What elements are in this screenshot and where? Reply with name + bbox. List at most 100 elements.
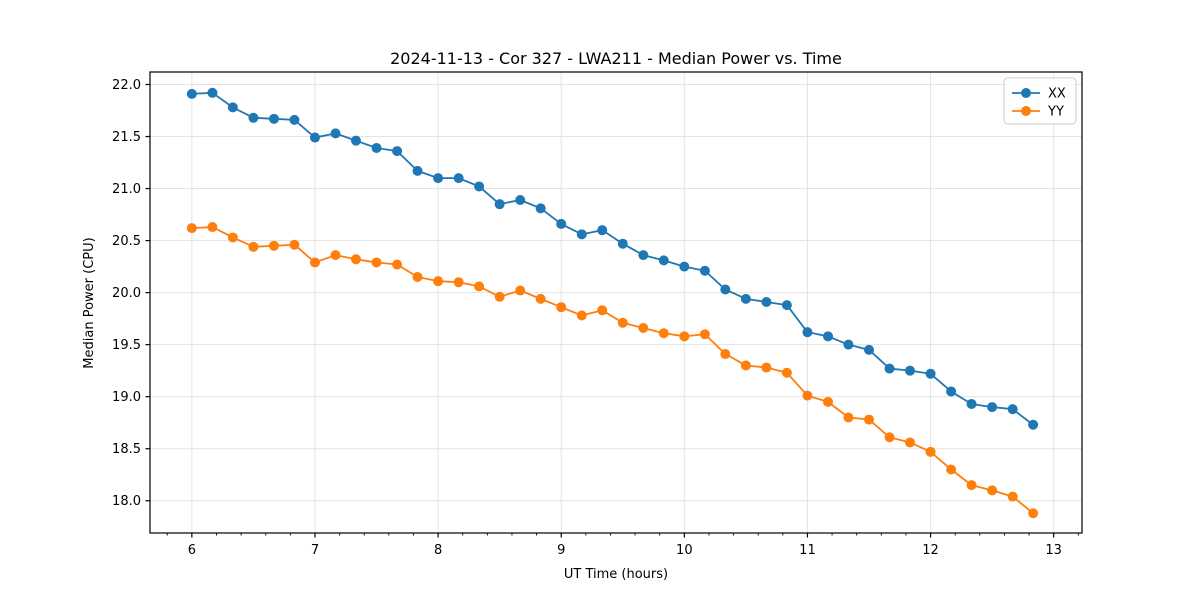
series-xx-marker	[433, 173, 444, 184]
series-xx-marker	[597, 225, 608, 236]
series-xx-marker	[412, 165, 423, 176]
series-yy-marker	[535, 293, 546, 304]
series-yy-marker	[227, 232, 238, 243]
series-yy-marker	[823, 396, 834, 407]
series-yy-marker	[905, 437, 915, 448]
series-yy-marker	[925, 446, 936, 457]
series-xx-marker	[761, 296, 772, 307]
series-yy-marker	[638, 323, 649, 333]
series-xx-marker	[966, 398, 977, 409]
data-series	[186, 87, 1039, 519]
y-tick-label: 18.0	[112, 494, 141, 509]
y-tick-label: 19.5	[112, 338, 141, 353]
series-xx-marker	[658, 255, 669, 266]
series-yy-marker	[781, 367, 792, 378]
series-yy-marker	[1007, 491, 1018, 502]
x-tick-label: 6	[188, 543, 196, 558]
x-tick-label: 12	[922, 543, 939, 558]
series-xx-marker	[884, 363, 895, 374]
x-tick-label: 9	[557, 543, 565, 558]
series-yy-marker	[658, 328, 669, 339]
series-yy-marker	[987, 485, 998, 496]
series-yy-marker	[248, 241, 259, 252]
series-xx-marker	[248, 112, 259, 123]
series-yy-marker	[802, 390, 813, 401]
y-tick-label: 21.5	[112, 130, 141, 145]
series-xx-marker	[987, 402, 998, 413]
y-axis-label: Median Power (CPU)	[82, 237, 97, 368]
series-xx-marker	[371, 142, 382, 153]
series-yy-marker	[453, 277, 464, 288]
series-xx-marker	[535, 203, 546, 214]
series-xx-marker	[740, 293, 751, 304]
series-yy-marker	[371, 257, 382, 268]
series-xx-marker	[925, 368, 936, 379]
series-xx-marker	[802, 327, 813, 338]
series-yy-marker	[1028, 508, 1039, 519]
y-tick-label: 22.0	[112, 78, 141, 93]
series-xx-marker	[392, 146, 403, 157]
series-xx-marker	[494, 199, 505, 210]
series-xx-marker	[946, 386, 957, 397]
series-yy-marker	[884, 432, 895, 443]
plot-frame	[149, 71, 1083, 534]
series-xx-marker	[781, 300, 792, 311]
series-yy-marker	[474, 281, 485, 292]
y-tick-label: 20.0	[112, 286, 141, 301]
series-xx-marker	[1028, 419, 1039, 430]
series-xx-marker	[186, 88, 197, 99]
series-yy-marker	[699, 329, 710, 340]
series-xx-marker	[576, 229, 587, 240]
series-yy-marker	[207, 222, 218, 233]
legend-label-yy: YY	[1047, 105, 1064, 120]
series-yy-marker	[679, 331, 690, 342]
series-xx-marker	[1007, 404, 1018, 415]
series-yy-marker	[494, 291, 505, 302]
x-tick-label: 11	[799, 543, 816, 558]
chart-title: 2024-11-13 - Cor 327 - LWA211 - Median P…	[390, 49, 842, 68]
series-xx-marker	[720, 284, 731, 295]
x-tick-label: 8	[434, 543, 442, 558]
series-yy-marker	[617, 317, 628, 328]
series-xx-marker	[617, 238, 628, 249]
y-tick-label: 21.0	[112, 182, 141, 197]
series-yy-marker	[350, 254, 361, 265]
series-yy-marker	[740, 360, 751, 371]
series-yy-marker	[330, 250, 341, 261]
series-xx-marker	[227, 102, 238, 113]
axis-ticks: 6 7 8 9 10 11 12 13 18.0 18.5 19.0 19.5 20.0 20.5 21.0…	[112, 78, 1079, 558]
legend: XX YY	[1003, 77, 1077, 125]
series-xx-marker	[330, 128, 341, 139]
series-xx-marker	[699, 265, 710, 276]
series-xx-marker	[905, 365, 915, 376]
series-yy-marker	[515, 285, 526, 296]
series-xx-marker	[474, 181, 485, 192]
x-tick-label: 13	[1045, 543, 1062, 558]
series-xx-marker	[350, 135, 361, 146]
x-tick-label: 7	[311, 543, 319, 558]
series-xx-marker	[515, 195, 526, 205]
series-yy-marker	[556, 302, 567, 313]
series-yy-marker	[309, 257, 320, 268]
series-xx-marker	[823, 331, 834, 342]
series-yy-marker	[864, 414, 875, 425]
series-yy-marker	[289, 239, 300, 250]
legend-marker-xx	[1021, 88, 1031, 98]
series-xx-marker	[268, 113, 279, 124]
series-yy-marker	[433, 276, 444, 287]
series-yy-marker	[720, 349, 731, 360]
series-yy-marker	[966, 480, 977, 491]
series-yy-marker	[946, 464, 957, 475]
legend-marker-yy	[1021, 106, 1031, 116]
series-yy-marker	[597, 305, 608, 316]
series-yy-marker	[576, 310, 587, 321]
series-xx-marker	[864, 344, 875, 355]
series-xx-marker	[556, 218, 567, 229]
series-yy-marker	[412, 272, 423, 282]
gridlines	[150, 72, 1082, 533]
series-yy-marker	[268, 240, 279, 251]
series-yy-marker	[761, 362, 772, 373]
series-yy-marker	[186, 223, 197, 234]
